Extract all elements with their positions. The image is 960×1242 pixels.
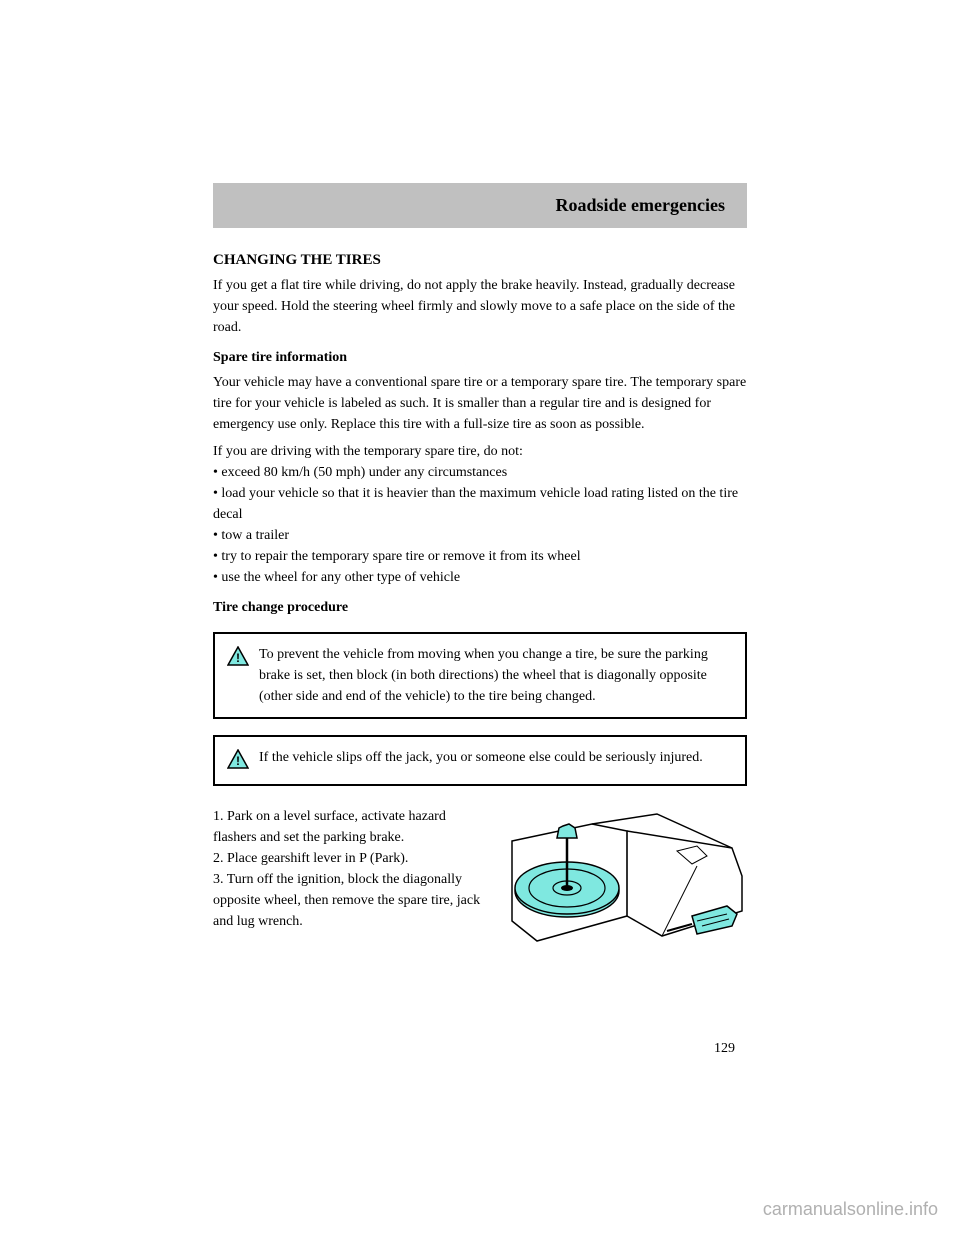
warning-box: ! If the vehicle slips off the jack, you…: [213, 735, 747, 786]
warning-triangle-icon: !: [227, 749, 249, 774]
section-title: CHANGING THE TIRES: [213, 252, 747, 269]
spare-tire-illustration: [497, 806, 747, 961]
subsection-title: Spare tire information: [213, 350, 747, 366]
step-item: 3. Turn off the ignition, block the diag…: [213, 869, 481, 932]
body-paragraph: Your vehicle may have a conventional spa…: [213, 372, 747, 435]
step-item: 2. Place gearshift lever in P (Park).: [213, 848, 481, 869]
section-changing-tires: CHANGING THE TIRES If you get a flat tir…: [213, 252, 747, 338]
procedure-text: 1. Park on a level surface, activate haz…: [213, 806, 481, 961]
warning-box: ! To prevent the vehicle from moving whe…: [213, 632, 747, 719]
step-item: 1. Park on a level surface, activate haz…: [213, 806, 481, 848]
bullet-item: • try to repair the temporary spare tire…: [213, 546, 747, 567]
body-paragraph: If you are driving with the temporary sp…: [213, 441, 747, 462]
bullet-item: • use the wheel for any other type of ve…: [213, 567, 747, 588]
bullet-item: • exceed 80 km/h (50 mph) under any circ…: [213, 462, 747, 483]
bullet-item: • load your vehicle so that it is heavie…: [213, 483, 747, 525]
svg-text:!: !: [236, 651, 240, 665]
section-header: Roadside emergencies: [213, 183, 747, 228]
section-procedure: Tire change procedure: [213, 600, 747, 616]
subsection-title: Tire change procedure: [213, 600, 747, 616]
header-title: Roadside emergencies: [213, 195, 725, 216]
watermark: carmanualsonline.info: [763, 1199, 938, 1220]
bullet-item: • tow a trailer: [213, 525, 747, 546]
page-number: 129: [714, 1041, 735, 1057]
body-paragraph: If you get a flat tire while driving, do…: [213, 275, 747, 338]
warning-triangle-icon: !: [227, 646, 249, 671]
section-spare-tire: Spare tire information Your vehicle may …: [213, 350, 747, 588]
warning-text: If the vehicle slips off the jack, you o…: [259, 747, 703, 768]
procedure-steps: 1. Park on a level surface, activate haz…: [213, 806, 747, 961]
warning-text: To prevent the vehicle from moving when …: [259, 644, 733, 707]
svg-text:!: !: [236, 754, 240, 768]
